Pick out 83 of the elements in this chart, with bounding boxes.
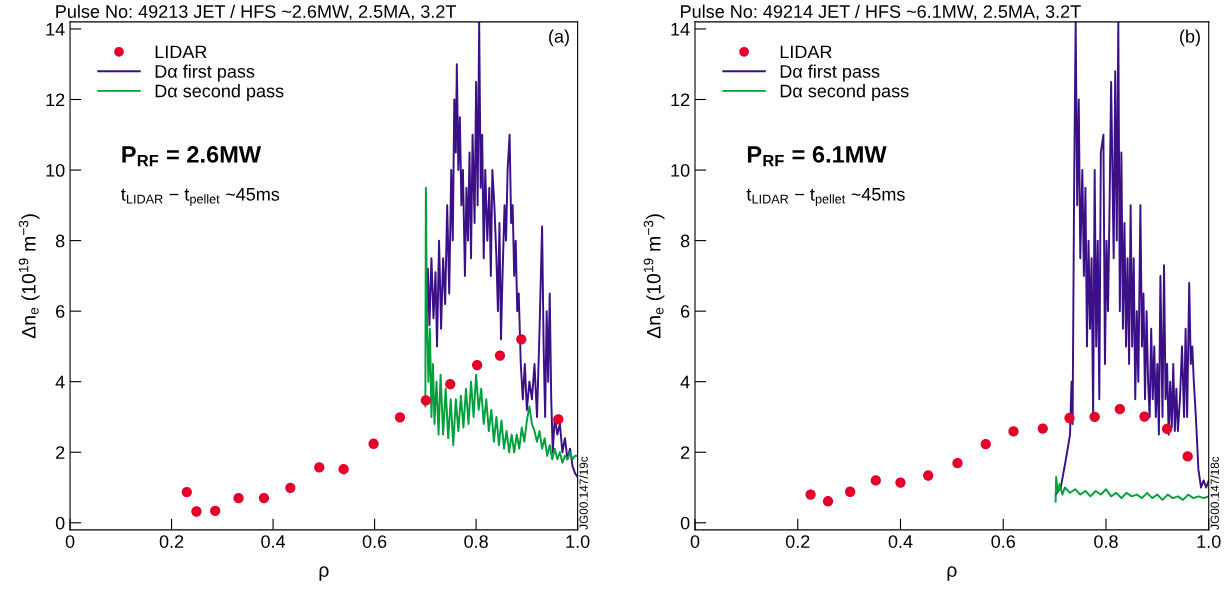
x-tick-label: 0 bbox=[690, 535, 700, 548]
point bbox=[1182, 451, 1193, 462]
x-tick-label: 0.6 bbox=[362, 535, 387, 548]
y-tick-label: 2 bbox=[681, 446, 690, 459]
x-tick-label: 1.0 bbox=[566, 535, 590, 548]
point bbox=[285, 482, 296, 494]
point bbox=[516, 334, 527, 345]
y-tick-label: 12 bbox=[671, 93, 690, 107]
point bbox=[805, 489, 816, 500]
line-series bbox=[1054, 21, 1209, 496]
x-tick-label: 0.2 bbox=[159, 535, 184, 548]
x-tick-label: 0.8 bbox=[1094, 535, 1118, 548]
y-tick-label: 2 bbox=[56, 446, 65, 459]
chart-title: Pulse No: 49213 JET / HFS ~2.6MW, 2.5MA, 3.2T bbox=[56, 4, 456, 21]
point bbox=[338, 464, 349, 475]
y-tick-label: 12 bbox=[46, 93, 65, 107]
y-tick-label: 4 bbox=[55, 375, 65, 389]
point bbox=[314, 462, 325, 473]
x-tick-label: 0.4 bbox=[261, 535, 286, 548]
annotation: (a) bbox=[549, 29, 569, 47]
point bbox=[494, 350, 506, 361]
x-axis-title: ρ bbox=[319, 566, 329, 581]
point bbox=[368, 438, 379, 449]
x-axis-title: ρ bbox=[947, 566, 957, 581]
point bbox=[980, 438, 991, 450]
y-tick-label: 8 bbox=[680, 234, 690, 248]
point bbox=[233, 492, 244, 504]
y-tick-label: 8 bbox=[55, 234, 65, 248]
point bbox=[394, 412, 406, 423]
annotation: t$_{LIDAR}$ − t$_{pellet}$ ~45ms bbox=[121, 188, 280, 207]
y-tick-label: 6 bbox=[56, 305, 65, 318]
legend-label: Dα first pass bbox=[155, 64, 255, 82]
line-series bbox=[425, 21, 578, 478]
x-tick-label: 0.2 bbox=[785, 535, 810, 548]
point bbox=[210, 505, 221, 516]
annotation: t$_{LIDAR}$ − t$_{pellet}$ ~45ms bbox=[746, 188, 905, 207]
point bbox=[952, 458, 963, 469]
point bbox=[258, 492, 270, 504]
point bbox=[895, 477, 906, 488]
legend-label: Dα second pass bbox=[780, 84, 909, 101]
x-tick-label: 1.0 bbox=[1197, 535, 1221, 548]
line-series bbox=[1054, 475, 1209, 503]
y-tick-label: 0 bbox=[680, 516, 690, 530]
x-tick-label: 0.6 bbox=[991, 535, 1015, 548]
chart-title: Pulse No: 49214 JET / HFS ~6.1MW, 2.5MA, 3.2T bbox=[681, 4, 1081, 21]
point bbox=[420, 395, 432, 406]
point bbox=[1037, 423, 1048, 434]
point bbox=[553, 414, 564, 425]
text: JG00.147/19c bbox=[579, 456, 588, 530]
point bbox=[1008, 426, 1019, 437]
legend-label: LIDAR bbox=[155, 45, 207, 59]
point bbox=[191, 506, 202, 517]
point bbox=[181, 486, 192, 498]
annotation: P$_{RF}$ = 2.6MW bbox=[122, 146, 262, 167]
point bbox=[445, 379, 456, 390]
y-tick-label: 0 bbox=[55, 516, 65, 530]
annotation: (b) bbox=[1180, 29, 1200, 47]
y-tick-label: 6 bbox=[681, 305, 690, 318]
text: JG00.147/18c bbox=[1210, 456, 1219, 530]
y-axis-title: Δn$_{e}$ (10$^{19}$ m$^{−3}$) bbox=[18, 214, 40, 339]
point bbox=[923, 470, 934, 481]
y-tick-label: 14 bbox=[671, 23, 690, 36]
point bbox=[822, 496, 834, 507]
x-tick-label: 0 bbox=[65, 535, 75, 548]
point bbox=[870, 475, 881, 486]
annotation: P$_{RF}$ = 6.1MW bbox=[747, 146, 887, 167]
point bbox=[1114, 404, 1125, 415]
y-tick-label: 10 bbox=[46, 163, 65, 177]
y-tick-label: 4 bbox=[680, 375, 690, 389]
point bbox=[1161, 423, 1173, 435]
point bbox=[1064, 412, 1075, 424]
y-tick-label: 10 bbox=[671, 163, 690, 177]
legend-label: Dα second pass bbox=[155, 84, 284, 101]
legend-label: LIDAR bbox=[780, 45, 832, 59]
point bbox=[1089, 411, 1100, 423]
point bbox=[471, 359, 483, 371]
legend-label: Dα first pass bbox=[780, 64, 880, 82]
x-tick-label: 0.4 bbox=[888, 535, 913, 548]
y-tick-label: 14 bbox=[46, 23, 65, 36]
point bbox=[844, 486, 856, 497]
y-axis-title: Δn$_{e}$ (10$^{19}$ m$^{−3}$) bbox=[643, 214, 665, 339]
x-tick-label: 0.8 bbox=[464, 535, 488, 548]
point bbox=[1139, 411, 1150, 422]
